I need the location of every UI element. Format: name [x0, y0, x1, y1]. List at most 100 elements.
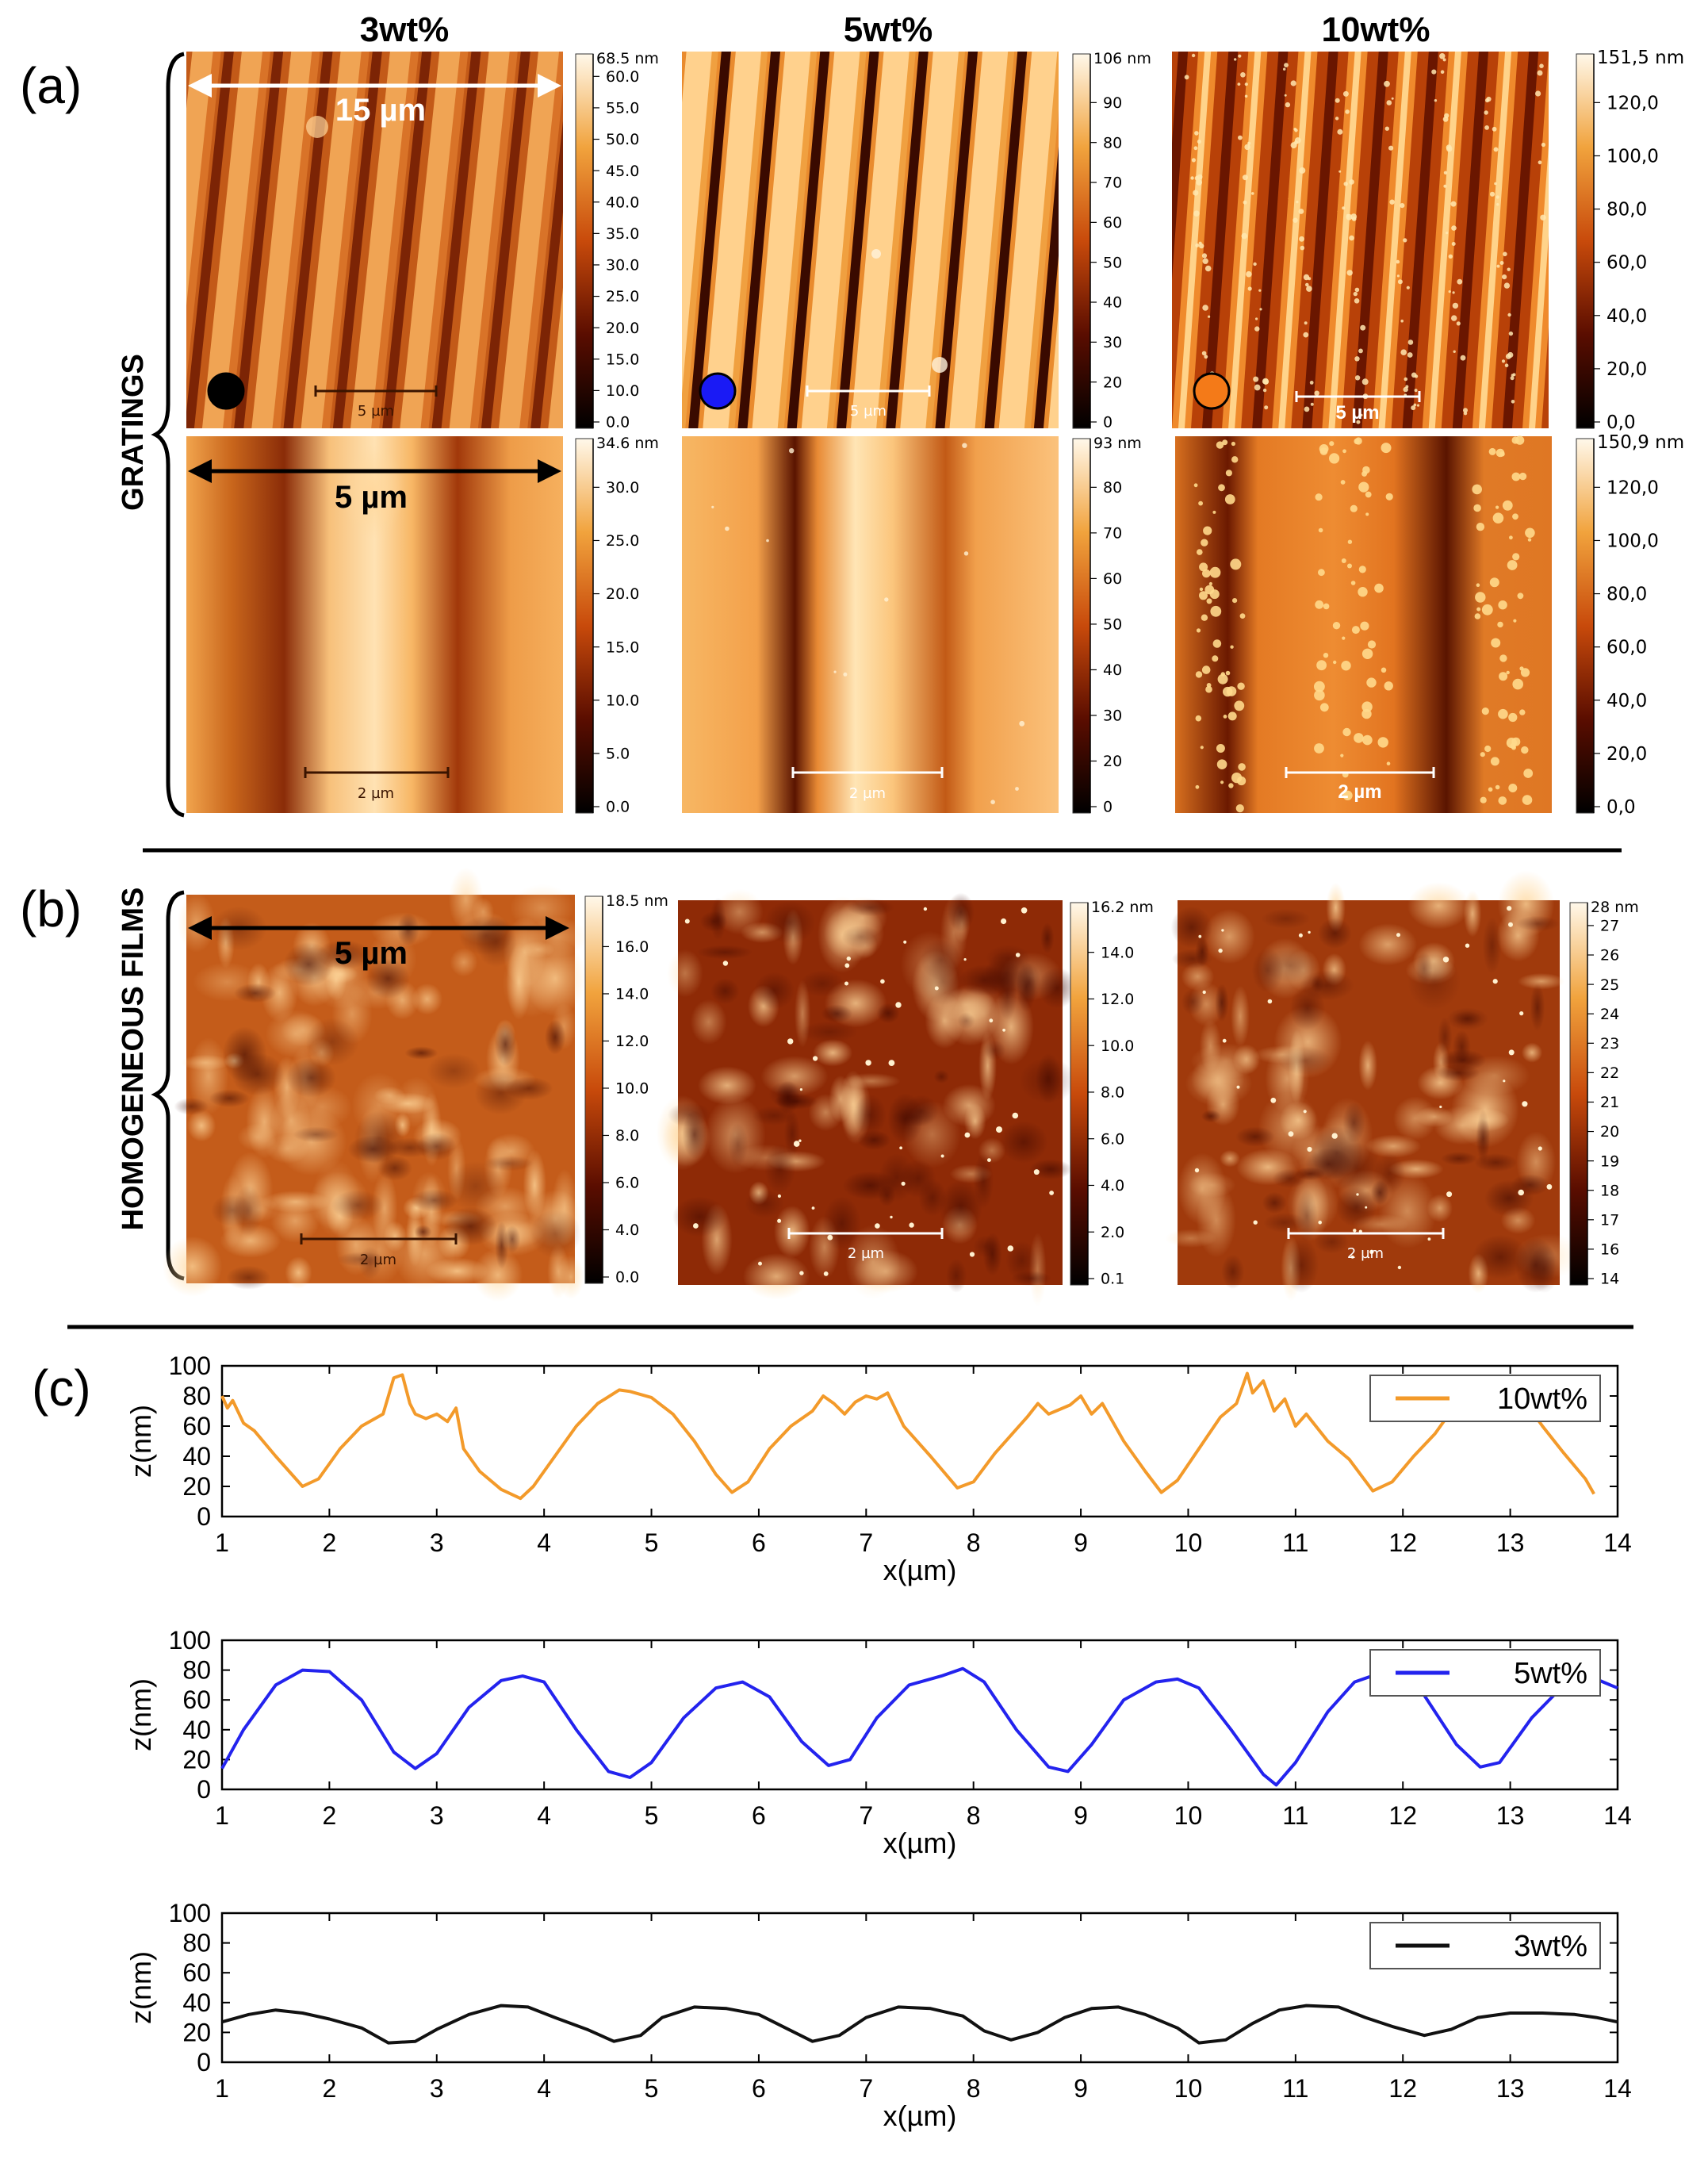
x-tick-label: 8	[967, 2074, 981, 2103]
colorbar-tick-label: 0	[1103, 799, 1112, 816]
x-tick-label: 6	[752, 1801, 766, 1830]
y-tick-label: 100	[169, 1899, 211, 1927]
colorbar-tick-label: 24	[1600, 1006, 1619, 1023]
colorbar-max-label: 18.5 nm	[606, 892, 668, 910]
x-tick-label: 12	[1388, 1801, 1417, 1830]
colorbar-tick-label: 80	[1103, 134, 1122, 151]
column-title-10wt: 10wt%	[1322, 10, 1430, 49]
plot-frame	[220, 1639, 1619, 1791]
indicator-dot-3wt	[207, 372, 245, 410]
x-tick-label: 1	[215, 1801, 229, 1830]
colorbar-tick-label: 55.0	[606, 100, 639, 117]
series-line-3wt%	[221, 2004, 1618, 2045]
colorbar-g5_10: 150,9 nm 120,0 100,0 80,0 60,0 40,0 20,0 0,0	[1576, 432, 1684, 818]
colorbar-tick-label: 23	[1600, 1035, 1619, 1053]
y-tick-label: 60	[182, 1412, 211, 1440]
colorbar-tick-label: 22	[1600, 1064, 1619, 1082]
colorbar-tick-label: 12.0	[1101, 991, 1134, 1008]
colorbar-tick-label: 19	[1600, 1152, 1619, 1170]
panel-label-c: (c)	[32, 1359, 91, 1417]
colorbar-tick-label: 15.0	[606, 638, 639, 656]
colorbar-tick-label: 20	[1103, 753, 1122, 770]
scale-label-15um-5wt: 5 µm	[850, 403, 887, 420]
x-tick-label: 3	[430, 2074, 444, 2103]
x-tick-label: 9	[1074, 2074, 1088, 2103]
colorbar-tick-label: 50.0	[606, 131, 639, 148]
x-tick-label: 13	[1496, 1528, 1525, 1557]
colorbar-tick-label: 0,0	[1607, 797, 1636, 818]
colorbar-g5_3: 34.6 nm 30.0 25.0 20.0 15.0 10.0 5.0 0.0	[575, 435, 659, 816]
colorbar-tick-label: 6.0	[615, 1175, 639, 1192]
colorbar-tick-label: 120,0	[1607, 477, 1659, 498]
colorbar-tick-label: 30	[1103, 334, 1122, 351]
x-tick-label: 4	[537, 1801, 551, 1830]
colorbar-tick-label: 80,0	[1607, 200, 1647, 221]
plot-frame	[220, 1364, 1619, 1518]
colorbar-tick-label: 0.1	[1101, 1271, 1124, 1288]
y-tick-label: 60	[182, 1958, 211, 1987]
colorbar-f_3: 18.5 nm 16.0 14.0 12.0 10.0 8.0 6.0 4.0 0.0	[584, 892, 668, 1287]
y-axis-label: z(nm)	[124, 1678, 157, 1751]
y-tick-label: 80	[182, 1656, 211, 1685]
afm-image-film-3wt	[162, 867, 588, 1302]
colorbar-tick-label: 100,0	[1607, 147, 1659, 167]
x-tick-label: 10	[1174, 2074, 1203, 2103]
colorbar-tick-label: 20,0	[1607, 359, 1647, 380]
scale-label-15um-10wt: 5 µm	[1335, 402, 1379, 424]
scale-label-film-10wt: 2 µm	[1347, 1245, 1384, 1262]
afm-image-grating-5um-3wt	[186, 436, 563, 813]
scale-label-15um-3wt: 5 µm	[358, 403, 394, 420]
x-tick-label: 8	[967, 1801, 981, 1830]
colorbar-g15_5: 106 nm 90 80 70 60 50 40 30 20 0	[1072, 50, 1151, 431]
indicator-dot-10wt	[1193, 372, 1231, 410]
colorbar-tick-label: 60,0	[1607, 253, 1647, 274]
legend: 10wt%	[1369, 1375, 1601, 1422]
legend: 5wt%	[1369, 1649, 1601, 1697]
colorbar-tick-label: 0.0	[606, 799, 630, 816]
colorbar-tick-label: 40,0	[1607, 306, 1647, 327]
colorbar-tick-label: 90	[1103, 94, 1122, 112]
colorbar-tick-label: 20	[1600, 1123, 1619, 1141]
colorbar-tick-label: 50	[1103, 254, 1122, 271]
colorbar-max-label: 16.2 nm	[1091, 899, 1154, 916]
x-tick-label: 10	[1174, 1801, 1203, 1830]
scale-bar-15um-5wt	[806, 385, 931, 397]
y-tick-label: 60	[182, 1685, 211, 1714]
x-tick-label: 4	[537, 2074, 551, 2103]
colorbar-tick-label: 70	[1103, 525, 1122, 543]
colorbar-tick-label: 25.0	[606, 288, 639, 305]
legend: 3wt%	[1369, 1922, 1601, 1969]
y-tick-label: 40	[182, 1716, 211, 1744]
colorbar-tick-label: 60,0	[1607, 638, 1647, 658]
panel-label-b: (b)	[20, 880, 82, 938]
colorbar-tick-label: 26	[1600, 947, 1619, 964]
x-tick-label: 14	[1603, 2074, 1632, 2103]
x-tick-label: 5	[645, 1801, 659, 1830]
colorbar-tick-label: 60	[1103, 214, 1122, 232]
colorbar-tick-label: 40,0	[1607, 691, 1647, 711]
colorbar-tick-label: 14	[1600, 1271, 1619, 1288]
scale-label-5um-5wt: 2 µm	[849, 785, 886, 802]
y-tick-label: 80	[182, 1382, 211, 1410]
brace-films	[151, 890, 185, 1281]
x-tick-label: 13	[1496, 1801, 1525, 1830]
colorbar-tick-label: 16.0	[615, 938, 649, 956]
colorbar-tick-label: 0,0	[1607, 412, 1636, 433]
colorbar-max-label: 151,5 nm	[1597, 48, 1684, 68]
afm-image-grating-5um-10wt	[1175, 435, 1552, 813]
colorbar-tick-label: 27	[1600, 918, 1619, 935]
colorbar-tick-label: 40	[1103, 294, 1122, 312]
colorbar-tick-label: 0.0	[606, 414, 630, 431]
x-tick-label: 2	[322, 1528, 336, 1557]
colorbar-tick-label: 70	[1103, 174, 1122, 192]
colorbar-f_10: 28 nm 27 26 25 24 23 22 21 20 19 18 17 16 14	[1569, 899, 1639, 1288]
scale-bar-15um-10wt	[1295, 391, 1421, 402]
colorbar-tick-label: 18	[1600, 1182, 1619, 1199]
column-title-3wt: 3wt%	[360, 10, 449, 49]
x-tick-label: 14	[1603, 1801, 1632, 1830]
colorbar-tick-label: 40.0	[606, 194, 639, 211]
colorbar-tick-label: 30.0	[606, 257, 639, 274]
y-tick-label: 80	[182, 1929, 211, 1958]
